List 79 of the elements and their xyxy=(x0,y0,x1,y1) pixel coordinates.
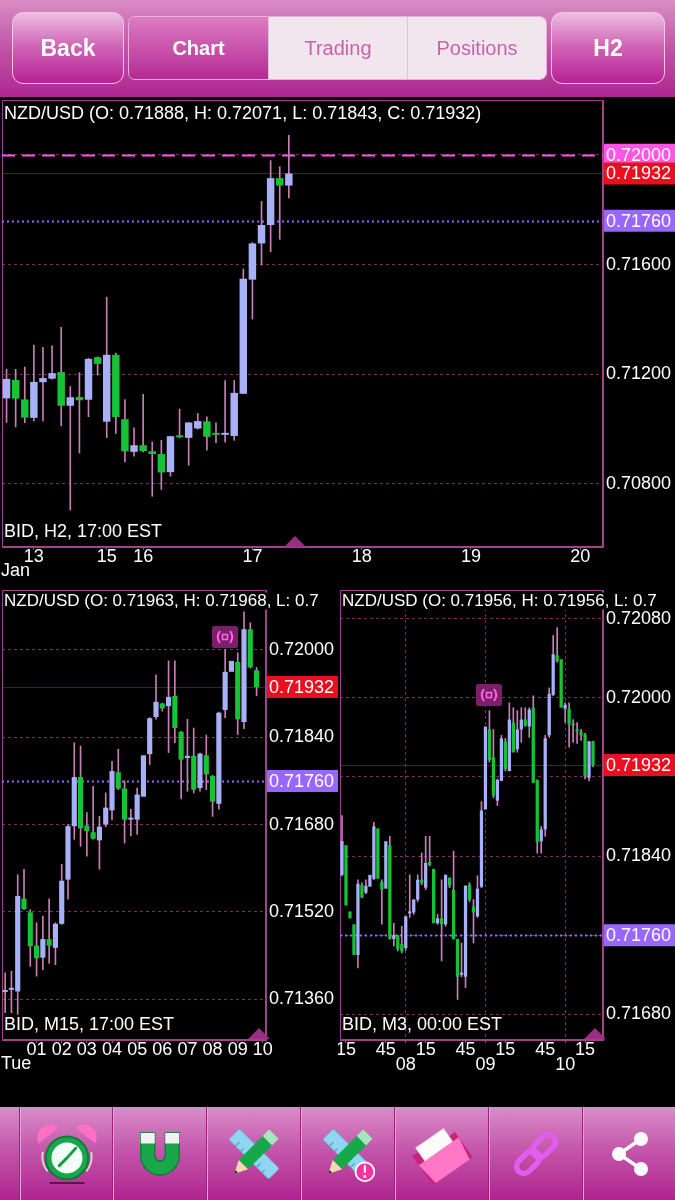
candlestick xyxy=(128,808,134,837)
y-tick-label: 0.71360 xyxy=(269,988,335,1009)
candlestick xyxy=(559,659,563,708)
ref-line-label: 0.71760 xyxy=(606,925,672,946)
x-tick-label: 15 xyxy=(575,1039,596,1060)
candlestick xyxy=(130,427,138,457)
y-tick-label: 0.72000 xyxy=(269,638,335,659)
y-tick-label: 0.71680 xyxy=(269,813,335,834)
y-tick-label: 0.71520 xyxy=(269,900,335,921)
candlestick xyxy=(148,441,156,497)
x-tick-label: 20 xyxy=(570,546,591,567)
x-tick-label: 15 xyxy=(335,1039,356,1060)
x-tick-label: 02 xyxy=(51,1039,72,1060)
x-tick-label: 08 xyxy=(395,1053,416,1074)
x-tick-label: 06 xyxy=(152,1039,173,1060)
x-tick-label: 16 xyxy=(133,546,154,567)
candlestick xyxy=(276,166,284,240)
x-tick-label: 45 xyxy=(455,1039,476,1060)
y-tick-label: 0.71840 xyxy=(606,845,672,866)
x-tick-label: 05 xyxy=(127,1039,148,1060)
candlestick xyxy=(285,135,293,199)
candlestick xyxy=(575,722,579,744)
annotation: BID, M3, 00:00 EST xyxy=(342,1013,503,1034)
x-tick-label: 03 xyxy=(76,1039,97,1060)
candlestick xyxy=(483,726,488,810)
ref-line-label: 0.71932 xyxy=(606,163,672,184)
candlestick xyxy=(139,393,147,453)
x-tick-label: 15 xyxy=(96,546,117,567)
chart-title: NZD/USD (O: 0.71963, H: 0.71968, L: 0.7 xyxy=(4,590,319,610)
x-tick-label: 04 xyxy=(101,1039,123,1060)
ref-line-label: 0.71932 xyxy=(269,677,335,698)
y-tick-label: 0.71200 xyxy=(606,363,672,384)
x-tick-label: 15 xyxy=(415,1039,436,1060)
x-tick-label: 18 xyxy=(351,546,372,567)
y-tick-label: 0.71680 xyxy=(606,1003,672,1024)
x-tick-label: 17 xyxy=(242,546,263,567)
button: H2 xyxy=(551,12,665,84)
candlestick xyxy=(90,786,96,840)
candlestick xyxy=(420,852,424,886)
candlestick xyxy=(21,868,27,910)
tab: Positions xyxy=(407,17,546,79)
y-tick-label: 0.72080 xyxy=(606,607,672,628)
x-tick-label: 08 xyxy=(202,1039,223,1060)
x-tick-label: 07 xyxy=(177,1039,198,1060)
candlestick xyxy=(66,386,75,511)
candlestick xyxy=(352,924,356,955)
candlestick xyxy=(376,828,380,879)
button: Back xyxy=(12,12,124,84)
y-tick-label: 0.70800 xyxy=(606,472,672,493)
candlestick xyxy=(46,898,52,964)
candlestick xyxy=(2,972,8,1014)
x-tick-label: 10 xyxy=(555,1053,576,1074)
y-tick-label: 0.71840 xyxy=(269,726,335,747)
candlestick xyxy=(344,845,348,906)
x-tick-label: 09 xyxy=(227,1039,248,1060)
chart-title: NZD/USD (O: 0.71956, H: 0.71956, L: 0.7 xyxy=(342,590,657,610)
x-tick-label: 10 xyxy=(252,1039,273,1060)
candlestick xyxy=(432,868,436,924)
y-tick-label: 0.71600 xyxy=(606,253,672,274)
x-tick-label: 01 xyxy=(26,1039,47,1060)
candlestick xyxy=(228,660,235,672)
ref-line-label: 0.71760 xyxy=(606,210,672,231)
tab: Chart xyxy=(129,17,268,79)
chart-title: NZD/USD (O: 0.71888, H: 0.72071, L: 0.71843, C: 0.71932) xyxy=(4,102,482,123)
tab: Trading xyxy=(268,17,407,79)
ref-line-label: 0.71760 xyxy=(269,770,335,791)
y-tick-label: 0.72000 xyxy=(606,686,672,707)
ref-line-label: 0.71932 xyxy=(606,755,672,776)
candlestick xyxy=(348,911,352,919)
candlestick xyxy=(384,841,388,889)
candlestick xyxy=(392,922,396,947)
annotation: BID, M15, 17:00 EST xyxy=(4,1013,175,1034)
x-tick-label: 19 xyxy=(460,546,481,567)
annotation: BID, H2, 17:00 EST xyxy=(4,520,163,541)
x-tick-label: 45 xyxy=(535,1039,556,1060)
x-tick-label: 09 xyxy=(475,1053,496,1074)
x-tick-label: 45 xyxy=(375,1039,396,1060)
candlestick xyxy=(380,879,384,925)
x-tick-label: 15 xyxy=(495,1039,516,1060)
